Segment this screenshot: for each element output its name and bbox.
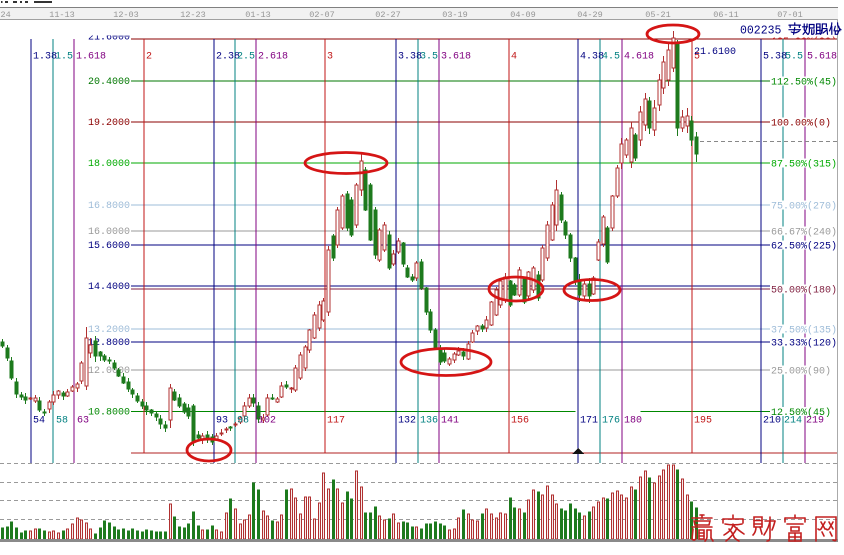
svg-text:117: 117: [327, 416, 345, 427]
svg-text:5.5: 5.5: [785, 52, 803, 63]
svg-text:214: 214: [784, 416, 802, 427]
svg-text:210: 210: [763, 416, 781, 427]
svg-text:25.00%(90): 25.00%(90): [771, 366, 831, 378]
svg-text:01-13: 01-13: [245, 10, 271, 20]
svg-text:75.00%(270): 75.00%(270): [771, 201, 837, 213]
svg-text:219: 219: [806, 416, 824, 427]
svg-text:1.5: 1.5: [55, 52, 73, 63]
svg-text:13.2000: 13.2000: [88, 325, 130, 336]
svg-text:05-21: 05-21: [645, 10, 671, 20]
svg-text:136: 136: [420, 416, 438, 427]
svg-text:10-24: 10-24: [0, 10, 11, 20]
svg-text:1.618: 1.618: [76, 52, 106, 63]
svg-text:98: 98: [237, 416, 249, 427]
svg-text:11-13: 11-13: [49, 10, 75, 20]
svg-text:33.33%(120): 33.33%(120): [771, 338, 837, 350]
svg-text:171: 171: [580, 416, 598, 427]
svg-text:93: 93: [216, 416, 228, 427]
svg-text:07-01: 07-01: [777, 10, 803, 20]
svg-text:03-19: 03-19: [442, 10, 468, 20]
svg-text:63: 63: [77, 416, 89, 427]
svg-text:3.38: 3.38: [398, 52, 422, 63]
svg-text:2.618: 2.618: [258, 52, 288, 63]
svg-text:04-29: 04-29: [577, 10, 603, 20]
svg-text:1.38: 1.38: [33, 52, 57, 63]
svg-text:4.38: 4.38: [580, 52, 604, 63]
svg-text:19.2000: 19.2000: [88, 118, 130, 129]
svg-text:18.0000: 18.0000: [88, 159, 130, 170]
svg-text:2.38: 2.38: [216, 52, 240, 63]
svg-text:12-23: 12-23: [180, 10, 206, 20]
svg-text:141: 141: [441, 416, 459, 427]
svg-text:12.0000: 12.0000: [88, 366, 130, 377]
svg-text:4.5: 4.5: [602, 52, 620, 63]
svg-text:112.50%(45): 112.50%(45): [771, 77, 837, 89]
svg-text:21.6000: 21.6000: [88, 33, 130, 44]
svg-text:04-09: 04-09: [510, 10, 536, 20]
svg-text:50.00%(180): 50.00%(180): [771, 285, 837, 297]
svg-text:132: 132: [398, 416, 416, 427]
svg-text:87.50%(315): 87.50%(315): [771, 159, 837, 171]
svg-text:20.4000: 20.4000: [88, 77, 130, 88]
svg-text:195: 195: [694, 416, 712, 427]
svg-text:156: 156: [511, 416, 529, 427]
svg-text:66.67%(240): 66.67%(240): [771, 227, 837, 239]
svg-text:125.00%(90): 125.00%(90): [771, 36, 837, 48]
svg-text:4.618: 4.618: [624, 52, 654, 63]
svg-text:3: 3: [327, 52, 333, 63]
svg-text:2: 2: [146, 52, 152, 63]
svg-text:002235: 002235: [740, 25, 782, 38]
svg-text:58: 58: [56, 416, 68, 427]
svg-text:3.5: 3.5: [420, 52, 438, 63]
svg-text:102: 102: [258, 416, 276, 427]
svg-text:10.8000: 10.8000: [88, 408, 130, 419]
svg-text:06-11: 06-11: [713, 10, 739, 20]
svg-text:54: 54: [33, 416, 45, 427]
svg-text:12.8000: 12.8000: [88, 338, 130, 349]
svg-text:5.38: 5.38: [763, 52, 787, 63]
svg-text:16.0000: 16.0000: [88, 227, 130, 238]
svg-text:15.6000: 15.6000: [88, 241, 130, 252]
svg-text:16.8000: 16.8000: [88, 201, 130, 212]
svg-text:62.50%(225): 62.50%(225): [771, 241, 837, 253]
svg-text:5: 5: [694, 52, 700, 63]
svg-text:02-07: 02-07: [309, 10, 335, 20]
svg-text:3.618: 3.618: [441, 52, 471, 63]
svg-text:5.618: 5.618: [807, 52, 837, 63]
svg-text:02-27: 02-27: [375, 10, 401, 20]
svg-text:21.6100: 21.6100: [694, 47, 736, 58]
svg-text:37.50%(135): 37.50%(135): [771, 325, 837, 337]
svg-text:12-03: 12-03: [113, 10, 139, 20]
svg-text:4: 4: [511, 52, 517, 63]
svg-text:100.00%(0): 100.00%(0): [771, 118, 831, 130]
svg-text:14.4000: 14.4000: [88, 282, 130, 293]
svg-text:2.5: 2.5: [237, 52, 255, 63]
svg-text:180: 180: [624, 416, 642, 427]
svg-text:176: 176: [602, 416, 620, 427]
svg-text:12.50%(45): 12.50%(45): [771, 407, 831, 419]
